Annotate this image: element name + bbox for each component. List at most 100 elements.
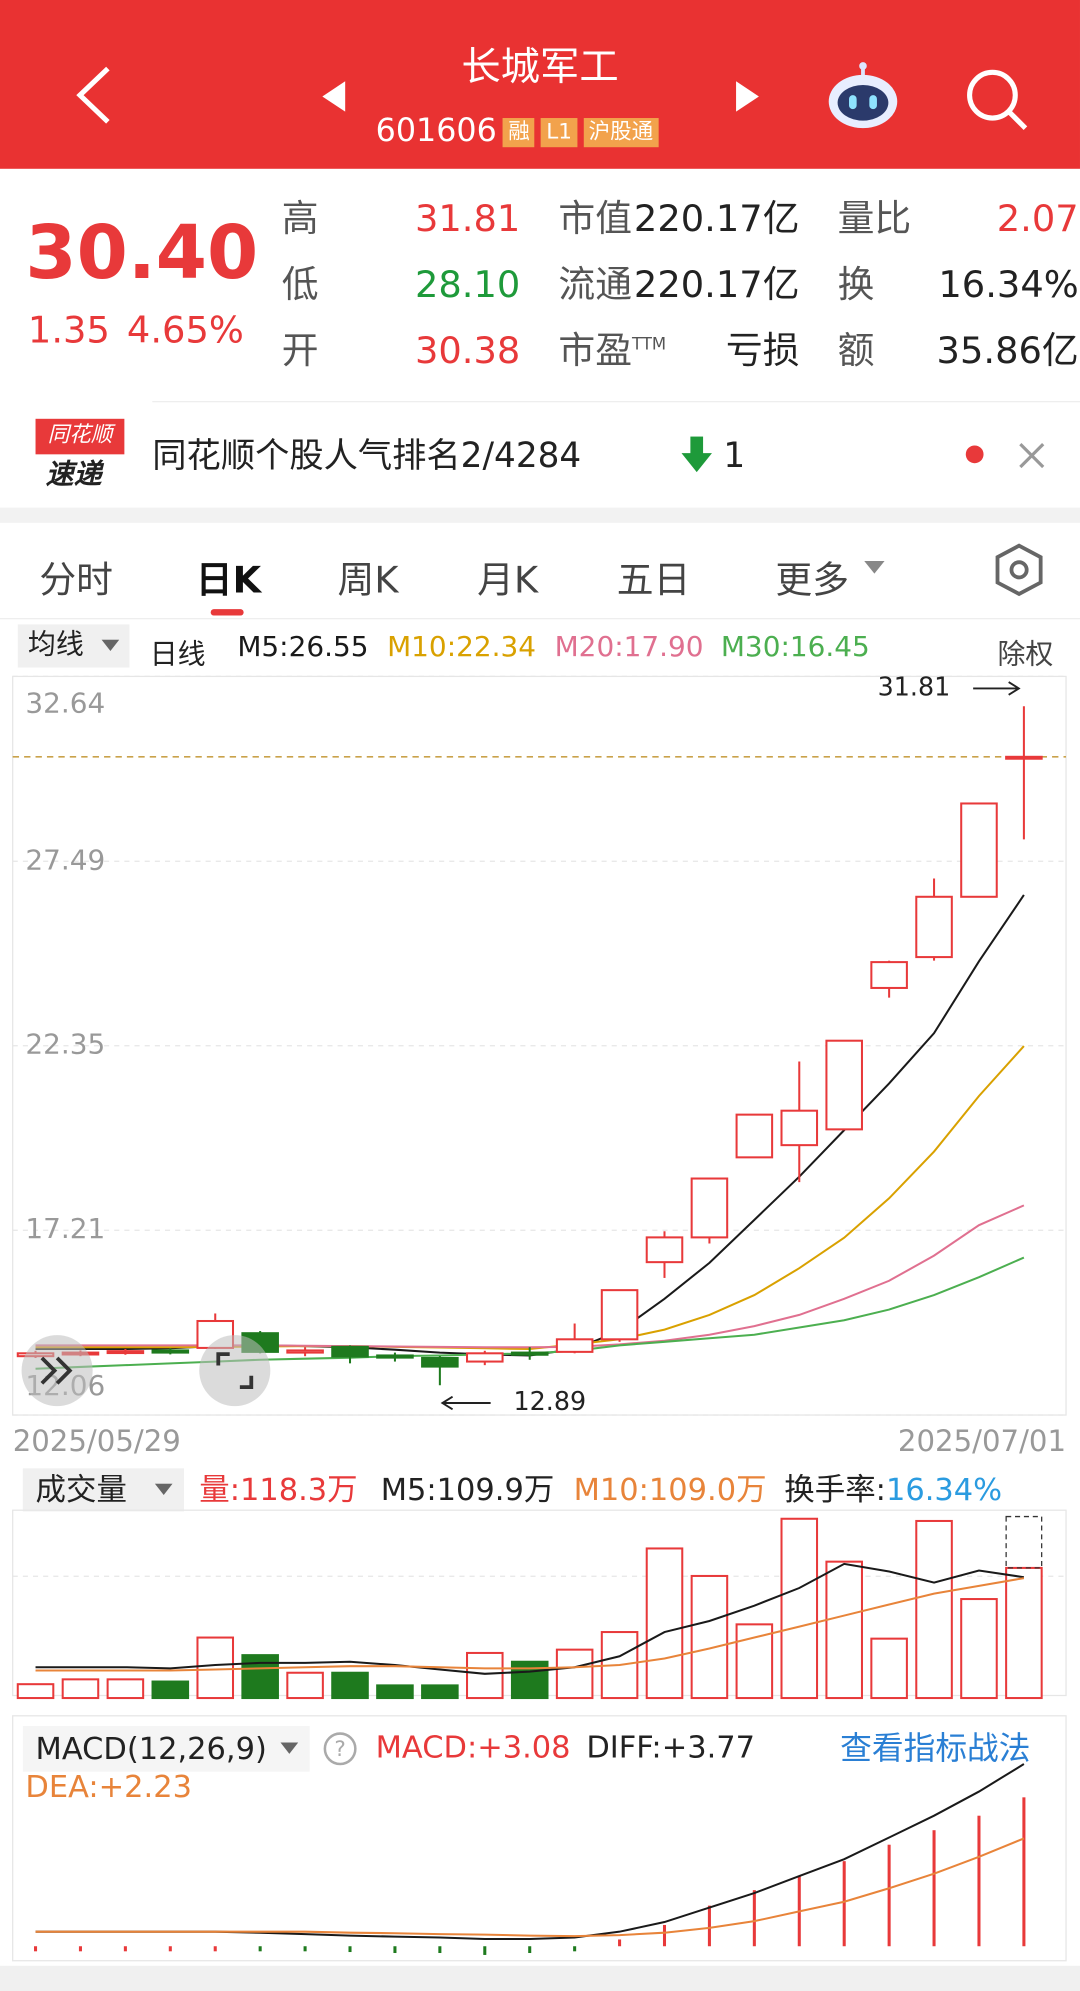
field-value: 30.38 xyxy=(414,328,521,372)
field-value: 2.07 xyxy=(996,196,1079,240)
plot-frame xyxy=(12,675,1067,1416)
y-tick-label: 27.49 xyxy=(25,843,105,876)
max-label: 31.81 xyxy=(878,671,951,701)
tab[interactable]: 月K xyxy=(477,558,539,602)
candle-body xyxy=(376,1354,414,1359)
volume-bar xyxy=(151,1680,190,1700)
badge-top: 同花顺 xyxy=(35,418,125,455)
change-pct: 4.65% xyxy=(126,308,244,352)
dropdown-caret xyxy=(280,1742,299,1754)
max-arrowhead xyxy=(1008,681,1021,696)
macd-bar xyxy=(528,1946,532,1954)
macd-bar xyxy=(1022,1797,1026,1947)
tab-active[interactable]: 日K xyxy=(195,558,262,602)
volume-bar xyxy=(376,1684,414,1700)
projected-volume xyxy=(1005,1515,1043,1569)
prev-stock[interactable] xyxy=(320,79,348,115)
field-label: 流通 xyxy=(558,262,633,306)
volume-select[interactable]: 成交量 xyxy=(22,1468,185,1512)
volume-bar xyxy=(915,1519,953,1700)
ma-line xyxy=(35,894,1025,1357)
volume-bar xyxy=(241,1654,279,1700)
field-value: 31.81 xyxy=(414,196,521,240)
y-tick-label: 12.06 xyxy=(25,1369,105,1402)
indicator-select[interactable]: 均线 xyxy=(17,624,130,668)
macd-select[interactable]: MACD(12,26,9) xyxy=(22,1725,310,1772)
ranking-change: 1 xyxy=(723,436,746,476)
macd-bar xyxy=(78,1946,82,1952)
assistant-icon[interactable] xyxy=(822,61,903,132)
volume-legend: 量:118.3万 xyxy=(199,1472,358,1508)
ma-legend: M5:26.55 xyxy=(237,632,369,664)
macd-bar xyxy=(662,1924,667,1947)
volume-legend: M10:109.0万 xyxy=(573,1472,767,1508)
bottom-bar xyxy=(0,1965,1080,1991)
macd-bar xyxy=(34,1946,38,1952)
ma-line xyxy=(35,1204,1025,1349)
ma-line xyxy=(35,1045,1025,1351)
x-label-start: 2025/05/29 xyxy=(13,1424,181,1458)
field-label: 市盈TTM xyxy=(558,328,667,372)
macd-legend: DEA:+2.23 xyxy=(25,1769,192,1805)
macd-bar xyxy=(483,1946,487,1955)
field-value: 亏损 xyxy=(725,328,800,372)
candle-body xyxy=(915,895,953,959)
field-label: 开 xyxy=(281,328,319,372)
volume-bar xyxy=(600,1631,639,1700)
candle-body xyxy=(1005,755,1043,760)
separator xyxy=(0,507,1080,523)
turnover-label-text: 换手率: xyxy=(784,1472,886,1508)
macd-legend: DIFF:+3.77 xyxy=(586,1729,756,1766)
candle-body xyxy=(196,1319,235,1349)
ma-legend: M20:17.90 xyxy=(554,632,704,664)
ranking-text[interactable]: 同花顺个股人气排名2/4284 xyxy=(152,436,582,476)
field-value: 35.86亿 xyxy=(936,328,1079,372)
back-button[interactable] xyxy=(70,63,121,126)
volume-bar xyxy=(690,1574,729,1700)
candle-body xyxy=(466,1352,504,1363)
tab[interactable]: 周K xyxy=(337,558,399,602)
turnover-value: 16.34% xyxy=(885,1472,1003,1508)
candle-body xyxy=(421,1356,459,1368)
field-label-sup: TTM xyxy=(632,335,667,355)
divider xyxy=(0,618,1080,620)
badge-bottom: 速递 xyxy=(45,459,102,492)
settings-button[interactable] xyxy=(992,543,1045,597)
volume-bar xyxy=(331,1671,369,1700)
search-button[interactable] xyxy=(962,66,1031,135)
candle-body xyxy=(510,1351,549,1356)
macd-bar xyxy=(213,1946,217,1952)
tab[interactable]: 更多 xyxy=(775,558,850,602)
volume-bar xyxy=(466,1651,504,1700)
volume-legend: M5:109.9万 xyxy=(380,1472,555,1508)
code-row: 601606 融 L1 沪股通 xyxy=(376,114,659,147)
macd-bar xyxy=(303,1946,307,1952)
scroll-glyph xyxy=(55,1356,73,1385)
macd-bar xyxy=(573,1946,577,1952)
adjust-button[interactable]: 除权 xyxy=(997,639,1054,672)
macd-bar xyxy=(797,1875,801,1947)
plot-frame xyxy=(12,1509,1067,1697)
tab[interactable]: 分时 xyxy=(39,558,113,602)
macd-bar xyxy=(123,1946,127,1952)
candle-body xyxy=(690,1177,729,1239)
help-icon[interactable]: ? xyxy=(322,1731,358,1767)
field-label: 额 xyxy=(837,328,875,372)
ma-line xyxy=(35,1256,1025,1370)
macd-bar xyxy=(887,1844,891,1947)
divider xyxy=(152,401,1080,403)
candle-body xyxy=(331,1345,369,1358)
volume-bar xyxy=(106,1678,145,1700)
dropdown-caret xyxy=(864,560,885,574)
close-button[interactable] xyxy=(1018,442,1046,470)
field-label: 低 xyxy=(281,262,319,306)
field-label: 量比 xyxy=(837,196,912,240)
turnover-label: 换手率:16.34% xyxy=(784,1475,1002,1505)
volume-bar xyxy=(555,1648,594,1700)
macd-bar xyxy=(707,1905,711,1947)
candle-body xyxy=(241,1332,279,1353)
tab[interactable]: 五日 xyxy=(616,558,691,602)
indicator-strategy-link[interactable]: 查看指标战法 xyxy=(840,1729,1031,1767)
next-stock[interactable] xyxy=(734,79,762,115)
